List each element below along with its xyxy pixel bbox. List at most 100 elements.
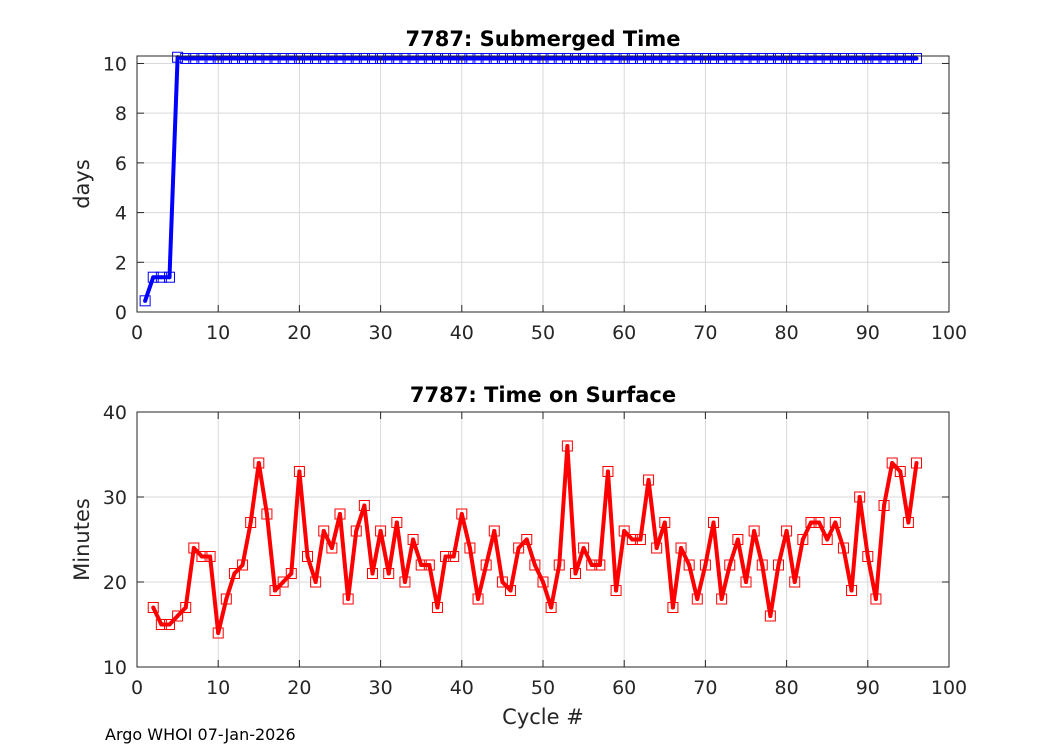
data-point-dot (443, 554, 448, 559)
data-point-marker (464, 542, 476, 554)
data-point-marker (350, 525, 362, 537)
data-point-marker (496, 576, 508, 588)
data-point-marker (911, 52, 923, 64)
data-point-dot (695, 56, 700, 61)
data-point-dot (817, 56, 822, 61)
data-point-marker (569, 52, 581, 64)
data-point-dot (524, 537, 529, 542)
data-point-marker (716, 52, 728, 64)
data-point-marker (886, 52, 898, 64)
data-point-marker (529, 52, 541, 64)
data-point-marker (245, 517, 257, 528)
data-point-dot (630, 56, 635, 61)
data-point-dot (476, 56, 481, 61)
data-point-dot (735, 56, 740, 61)
data-point-dot (898, 469, 903, 474)
data-point-marker (724, 52, 736, 64)
data-point-dot (378, 529, 383, 533)
data-point-marker (366, 52, 378, 64)
data-point-marker (675, 52, 687, 64)
data-point-dot (451, 554, 456, 559)
data-point-marker (220, 52, 232, 64)
data-point-dot (508, 588, 513, 593)
data-point-marker (155, 271, 167, 283)
data-point-marker (805, 52, 817, 64)
data-point-dot (516, 56, 521, 61)
data-point-marker (456, 52, 468, 64)
data-point-dot (752, 529, 757, 533)
x-tick-label: 60 (612, 677, 636, 699)
data-point-dot (776, 56, 781, 61)
data-point-marker (472, 593, 484, 605)
data-point-dot (354, 56, 359, 61)
data-point-marker (781, 52, 793, 64)
data-point-dot (256, 461, 261, 465)
data-point-marker (846, 585, 858, 596)
data-point-marker (846, 52, 858, 64)
data-point-dot (857, 495, 862, 499)
data-point-dot (435, 56, 440, 61)
data-point-dot (573, 571, 578, 576)
x-tick-label: 50 (531, 677, 555, 699)
data-point-marker (480, 559, 492, 571)
data-point-marker (870, 52, 882, 64)
data-point-dot (273, 56, 278, 61)
data-point-dot (760, 563, 765, 567)
data-point-dot (305, 554, 310, 559)
data-point-marker (537, 52, 549, 64)
data-point-marker (837, 52, 849, 64)
data-point-marker (415, 52, 427, 64)
data-point-marker (699, 52, 711, 64)
data-point-dot (508, 56, 513, 61)
data-point-marker (772, 559, 784, 571)
data-point-dot (914, 461, 919, 465)
data-point-marker (277, 52, 289, 64)
data-point-dot (346, 597, 351, 601)
x-tick-label: 80 (775, 677, 799, 699)
data-point-marker (894, 52, 906, 64)
data-point-dot (792, 56, 797, 61)
data-point-marker (691, 593, 703, 605)
data-point-marker (245, 52, 257, 64)
data-point-marker (383, 568, 395, 579)
x-tick-label: 90 (856, 677, 880, 699)
data-point-dot (199, 554, 204, 559)
data-point-marker (448, 52, 460, 64)
data-point-dot (232, 571, 237, 576)
data-point-dot (411, 56, 416, 61)
data-point-dot (670, 56, 675, 61)
data-point-marker (659, 517, 671, 528)
data-point-marker (180, 52, 192, 64)
data-point-marker (740, 52, 752, 64)
data-point-marker (196, 551, 208, 562)
data-point-dot (565, 56, 570, 61)
data-point-marker (569, 568, 581, 579)
data-point-marker (269, 585, 281, 596)
data-point-marker (415, 559, 427, 571)
data-point-dot (402, 56, 407, 61)
data-point-dot (630, 537, 635, 542)
data-point-dot (565, 444, 570, 448)
data-point-dot (216, 631, 221, 635)
data-point-dot (695, 597, 700, 601)
data-point-dot (808, 56, 813, 61)
x-tick-label: 100 (931, 677, 967, 699)
data-point-dot (248, 56, 253, 61)
data-point-marker (269, 52, 281, 64)
data-point-dot (232, 56, 237, 61)
data-point-dot (752, 56, 757, 61)
data-point-marker (813, 52, 825, 64)
data-point-dot (549, 605, 554, 610)
data-point-dot (208, 56, 213, 61)
data-point-marker (407, 52, 419, 64)
data-point-marker (626, 52, 638, 64)
data-point-marker (683, 559, 695, 571)
data-point-marker (375, 525, 387, 537)
data-point-marker (228, 568, 240, 579)
data-point-dot (646, 478, 651, 482)
data-point-marker (862, 551, 874, 562)
data-point-marker (253, 457, 265, 469)
data-point-marker (139, 295, 151, 307)
data-point-marker (911, 457, 923, 469)
data-point-dot (313, 56, 318, 61)
